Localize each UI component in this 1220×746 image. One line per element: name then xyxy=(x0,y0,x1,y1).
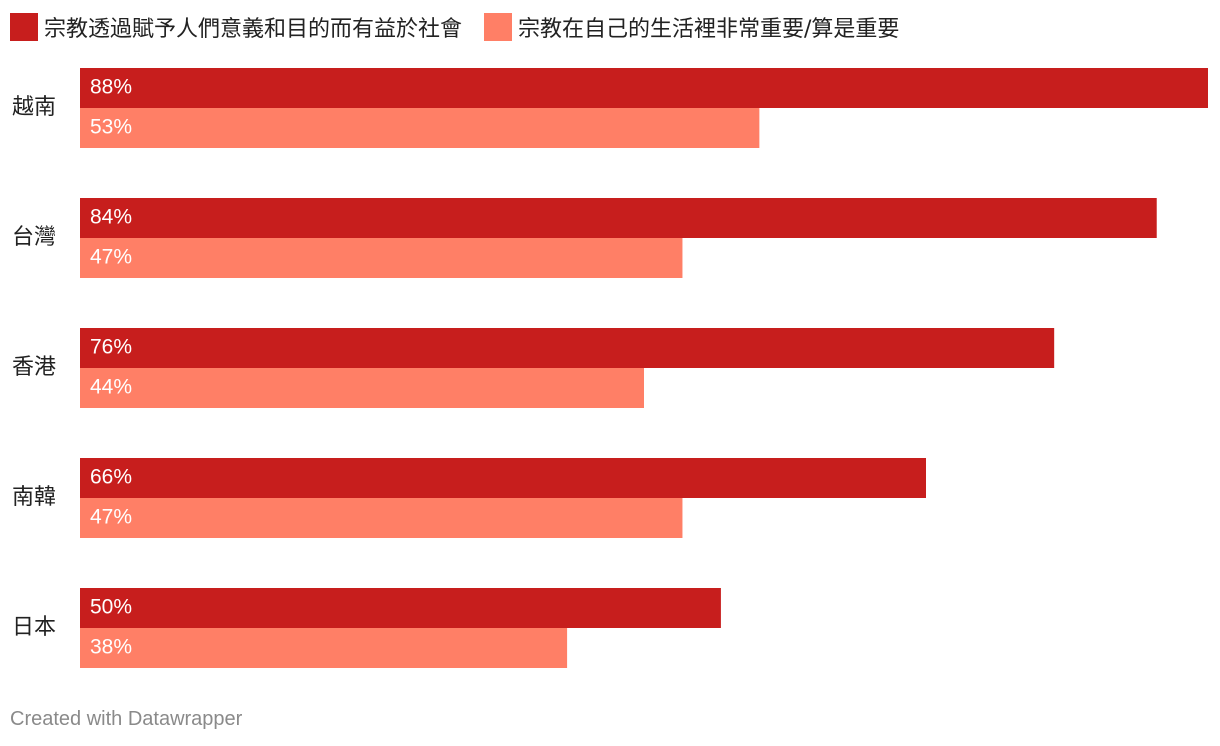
bar-value-label: 76% xyxy=(90,336,132,359)
bar-value-label: 50% xyxy=(90,596,132,619)
legend-swatch-series-2 xyxy=(484,13,513,41)
category-label: 日本 xyxy=(12,615,56,640)
bar-series-1 xyxy=(80,68,1208,108)
bar-series-1 xyxy=(80,458,926,498)
bar-value-label: 66% xyxy=(90,466,132,489)
bar-series-2 xyxy=(80,498,683,538)
footer-credit: Created with Datawrapper xyxy=(10,708,243,730)
legend-label-series-1: 宗教透過賦予人們意義和目的而有益於社會 xyxy=(44,17,463,42)
category-label: 南韓 xyxy=(12,485,56,510)
chart-legend: 宗教透過賦予人們意義和目的而有益於社會 宗教在自己的生活裡非常重要/算是重要 xyxy=(10,10,921,44)
bar-series-2 xyxy=(80,238,683,278)
bar-series-1 xyxy=(80,198,1157,238)
bar-series-2 xyxy=(80,368,644,408)
legend-item-series-2: 宗教在自己的生活裡非常重要/算是重要 xyxy=(484,11,899,43)
legend-swatch-series-1 xyxy=(10,13,38,41)
bar-value-label: 53% xyxy=(90,116,132,139)
category-label: 越南 xyxy=(12,95,56,120)
bar-value-label: 38% xyxy=(90,636,132,659)
category-label: 香港 xyxy=(12,355,56,380)
bar-series-2 xyxy=(80,108,760,148)
legend-label-series-2: 宗教在自己的生活裡非常重要/算是重要 xyxy=(518,17,900,42)
bar-value-label: 47% xyxy=(90,246,132,269)
legend-item-series-1: 宗教透過賦予人們意義和目的而有益於社會 xyxy=(10,11,462,43)
bar-series-1 xyxy=(80,328,1055,368)
bar-series-2 xyxy=(80,628,568,668)
bar-value-label: 44% xyxy=(90,376,132,399)
bar-value-label: 47% xyxy=(90,506,132,529)
bar-series-1 xyxy=(80,588,721,628)
bar-chart: 越南 88% 53% 台灣 84% 47% 香港 76% 44% 南韓 66% 47% 日本 50% 38% xyxy=(12,68,1208,668)
bar-value-label: 88% xyxy=(90,76,132,99)
bar-value-label: 84% xyxy=(90,206,132,229)
category-label: 台灣 xyxy=(12,225,56,250)
